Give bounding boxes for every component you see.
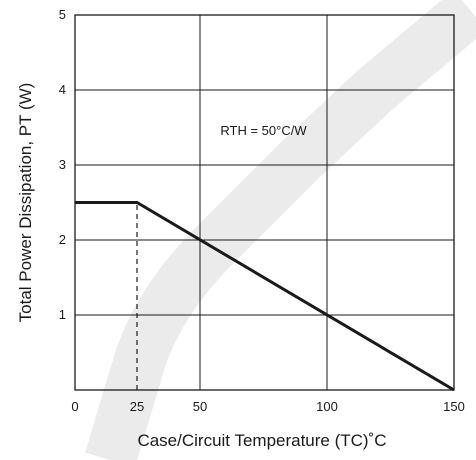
watermark-band bbox=[85, 0, 476, 460]
grid bbox=[75, 15, 454, 390]
y-tick-label: 1 bbox=[59, 307, 66, 322]
y-tick-label: 3 bbox=[59, 157, 66, 172]
series-line bbox=[75, 201, 455, 392]
watermark bbox=[85, 0, 476, 460]
x-tick-labels: 0 25 50 100 150 bbox=[71, 399, 464, 414]
x-axis-label: Case/Circuit Temperature (TC)˚C bbox=[137, 431, 386, 450]
x-tick-label: 50 bbox=[193, 399, 207, 414]
y-tick-label: 2 bbox=[59, 232, 66, 247]
y-tick-label: 4 bbox=[59, 82, 66, 97]
y-tick-label: 5 bbox=[59, 7, 66, 22]
x-tick-label: 100 bbox=[316, 399, 338, 414]
rth-annotation: RTH = 50°C/W bbox=[220, 123, 307, 138]
x-tick-label: 150 bbox=[443, 399, 465, 414]
series bbox=[75, 201, 455, 392]
y-axis-label: Total Power Dissipation, PT (W) bbox=[16, 83, 35, 323]
x-tick-label: 25 bbox=[130, 399, 144, 414]
y-tick-labels: 1 2 3 4 5 bbox=[59, 7, 66, 322]
x-tick-label: 0 bbox=[71, 399, 78, 414]
annotations: RTH = 50°C/W bbox=[220, 123, 307, 138]
